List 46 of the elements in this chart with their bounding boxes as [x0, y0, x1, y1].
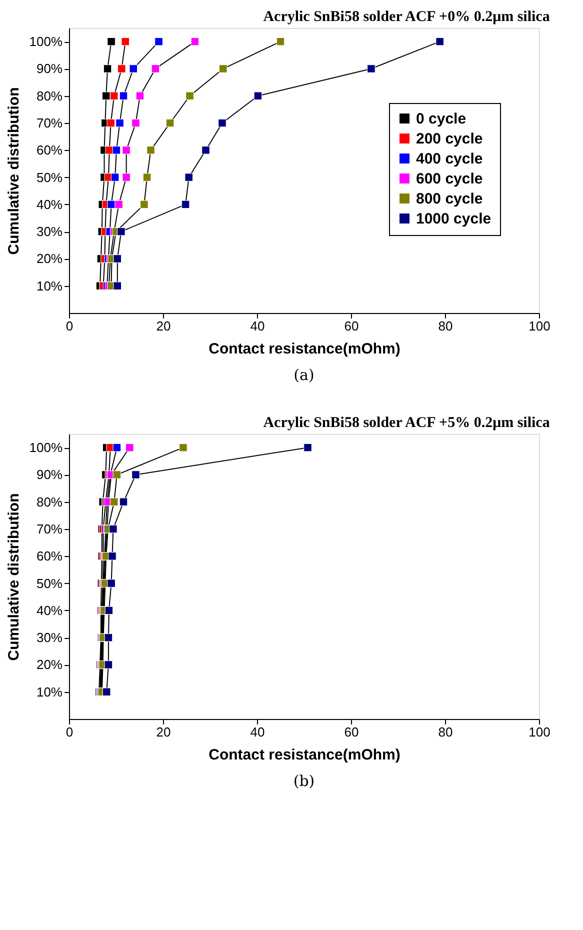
- chart-title: Acrylic SnBi58 solder ACF +0% 0.2μm silica: [263, 9, 550, 25]
- chart-title: Acrylic SnBi58 solder ACF +5% 0.2μm silica: [263, 415, 550, 431]
- y-tick-label: 10%: [36, 684, 63, 700]
- legend-label: 400 cycle: [416, 150, 483, 168]
- y-tick-label: 40%: [36, 196, 63, 212]
- legend-label: 800 cycle: [416, 190, 483, 208]
- y-tick-label: 80%: [36, 494, 63, 510]
- y-tick-label: 100%: [29, 440, 63, 456]
- y-tick-label: 80%: [36, 88, 63, 104]
- y-tick-label: 50%: [36, 170, 63, 185]
- x-tick-label: 40: [250, 318, 265, 334]
- x-axis-title: Contact resistance(mOhm): [208, 340, 400, 358]
- y-tick-label: 30%: [36, 630, 63, 646]
- text: (a): [294, 366, 314, 384]
- y-tick-label: 60%: [36, 142, 63, 158]
- y-axis-title: Cumulative distribution: [5, 493, 22, 661]
- y-tick-label: 50%: [36, 576, 63, 591]
- x-tick-label: 40: [250, 724, 265, 740]
- x-tick-label: 0: [66, 724, 74, 740]
- x-tick-label: 100: [528, 724, 550, 740]
- x-tick-label: 20: [156, 318, 171, 334]
- y-tick-label: 90%: [36, 467, 63, 482]
- x-axis-title: Contact resistance(mOhm): [208, 746, 400, 764]
- y-tick-label: 60%: [36, 548, 63, 564]
- y-tick-label: 40%: [36, 602, 63, 618]
- x-tick-label: 100: [528, 318, 550, 334]
- legend-label: 1000 cycle: [416, 210, 492, 228]
- y-tick-label: 70%: [36, 522, 63, 536]
- x-tick-label: 20: [156, 724, 171, 740]
- x-tick-label: 80: [438, 318, 453, 334]
- x-tick-label: 0: [66, 318, 74, 334]
- x-tick-label: 80: [438, 724, 453, 740]
- y-tick-label: 100%: [29, 34, 63, 50]
- y-tick-label: 20%: [36, 657, 63, 672]
- text: (b): [293, 772, 315, 790]
- y-tick-label: 20%: [36, 251, 63, 266]
- legend-label: 200 cycle: [416, 130, 483, 148]
- y-tick-label: 70%: [36, 116, 63, 130]
- x-tick-label: 60: [344, 318, 359, 334]
- y-axis-title: Cumulative distribution: [5, 87, 22, 255]
- legend-label: 600 cycle: [416, 170, 483, 188]
- y-tick-label: 10%: [36, 278, 63, 294]
- y-tick-label: 90%: [36, 61, 63, 76]
- x-tick-label: 60: [344, 724, 359, 740]
- y-tick-label: 30%: [36, 224, 63, 240]
- legend-label: 0 cycle: [416, 110, 466, 128]
